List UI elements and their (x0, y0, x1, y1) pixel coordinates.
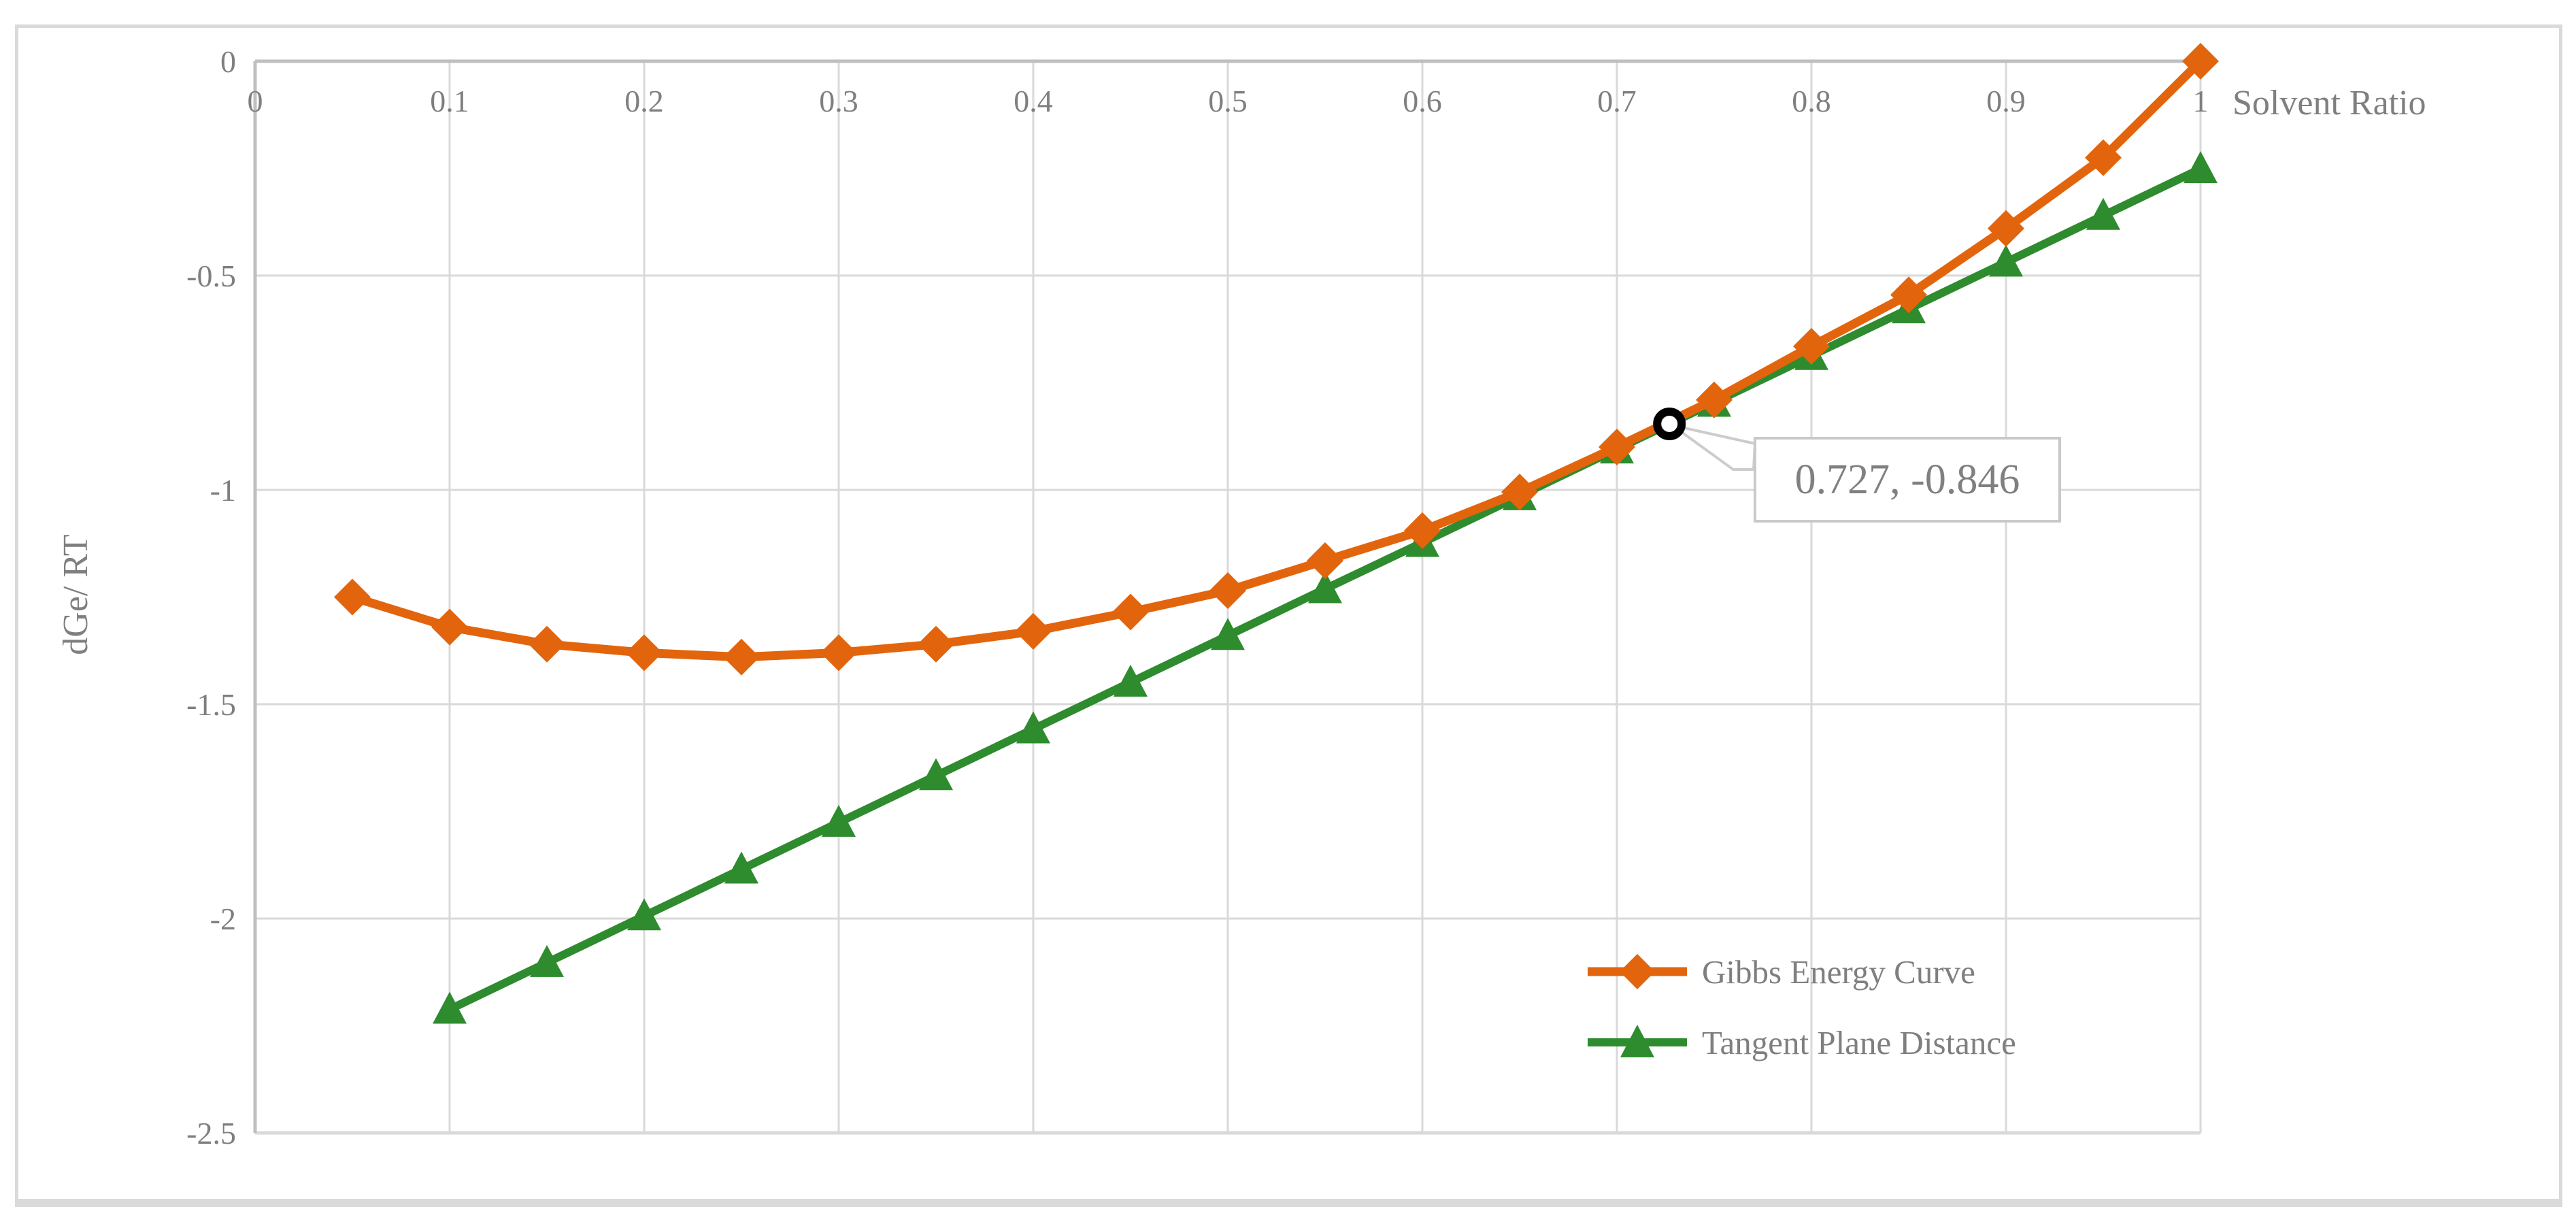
legend-label-gibbs-energy-curve: Gibbs Energy Curve (1702, 953, 1975, 991)
gibbs-energy-legend-swatch-icon (1588, 954, 1687, 989)
y-axis-title: dGe/ RT (56, 534, 95, 655)
legend-item-tangent-plane-distance: Tangent Plane Distance (1586, 1021, 2016, 1064)
y-tick-label: -0.5 (186, 259, 236, 293)
x-tick-label: 1 (2193, 84, 2209, 118)
x-tick-label: 0.4 (1014, 84, 1053, 118)
x-tick-label: 0.1 (430, 84, 469, 118)
y-tick-label: -2 (210, 902, 236, 936)
legend-label-tangent-plane-distance: Tangent Plane Distance (1702, 1023, 2016, 1061)
annotation-callout: 0.727, -0.846 (1754, 437, 2061, 523)
x-tick-label: 0.6 (1403, 84, 1442, 118)
tangent-plane-legend-swatch-icon (1588, 1025, 1687, 1057)
x-tick-label: 0.5 (1208, 84, 1248, 118)
annotation-callout-label: 0.727, -0.846 (1794, 456, 2020, 503)
tangent-point-marker (1653, 407, 1686, 440)
x-tick-label: 0.2 (624, 84, 664, 118)
y-tick-label: -1 (210, 473, 236, 508)
chart-border (15, 24, 2562, 1207)
gibbs-energy-markers (334, 43, 2219, 676)
y-tick-label: -2.5 (186, 1116, 236, 1151)
x-tick-label: 0.8 (1792, 84, 1831, 118)
x-tick-label: 0.3 (819, 84, 858, 118)
gibbs-energy-line (351, 58, 2204, 662)
callout-leader-wedge (1671, 424, 1757, 471)
x-axis-title: Solvent Ratio (2232, 84, 2426, 122)
y-tick-label: -1.5 (186, 687, 236, 722)
x-tick-label: 0.7 (1597, 84, 1637, 118)
chart-legend: Gibbs Energy Curve Tangent Plane Distanc… (1586, 950, 2016, 1064)
y-tick-label: 0 (220, 44, 236, 79)
tangent-plane-markers (433, 151, 2218, 1024)
legend-item-gibbs-energy-curve: Gibbs Energy Curve (1586, 950, 2016, 993)
x-tick-label: 0 (248, 84, 263, 118)
x-tick-label: 0.9 (1986, 84, 2026, 118)
